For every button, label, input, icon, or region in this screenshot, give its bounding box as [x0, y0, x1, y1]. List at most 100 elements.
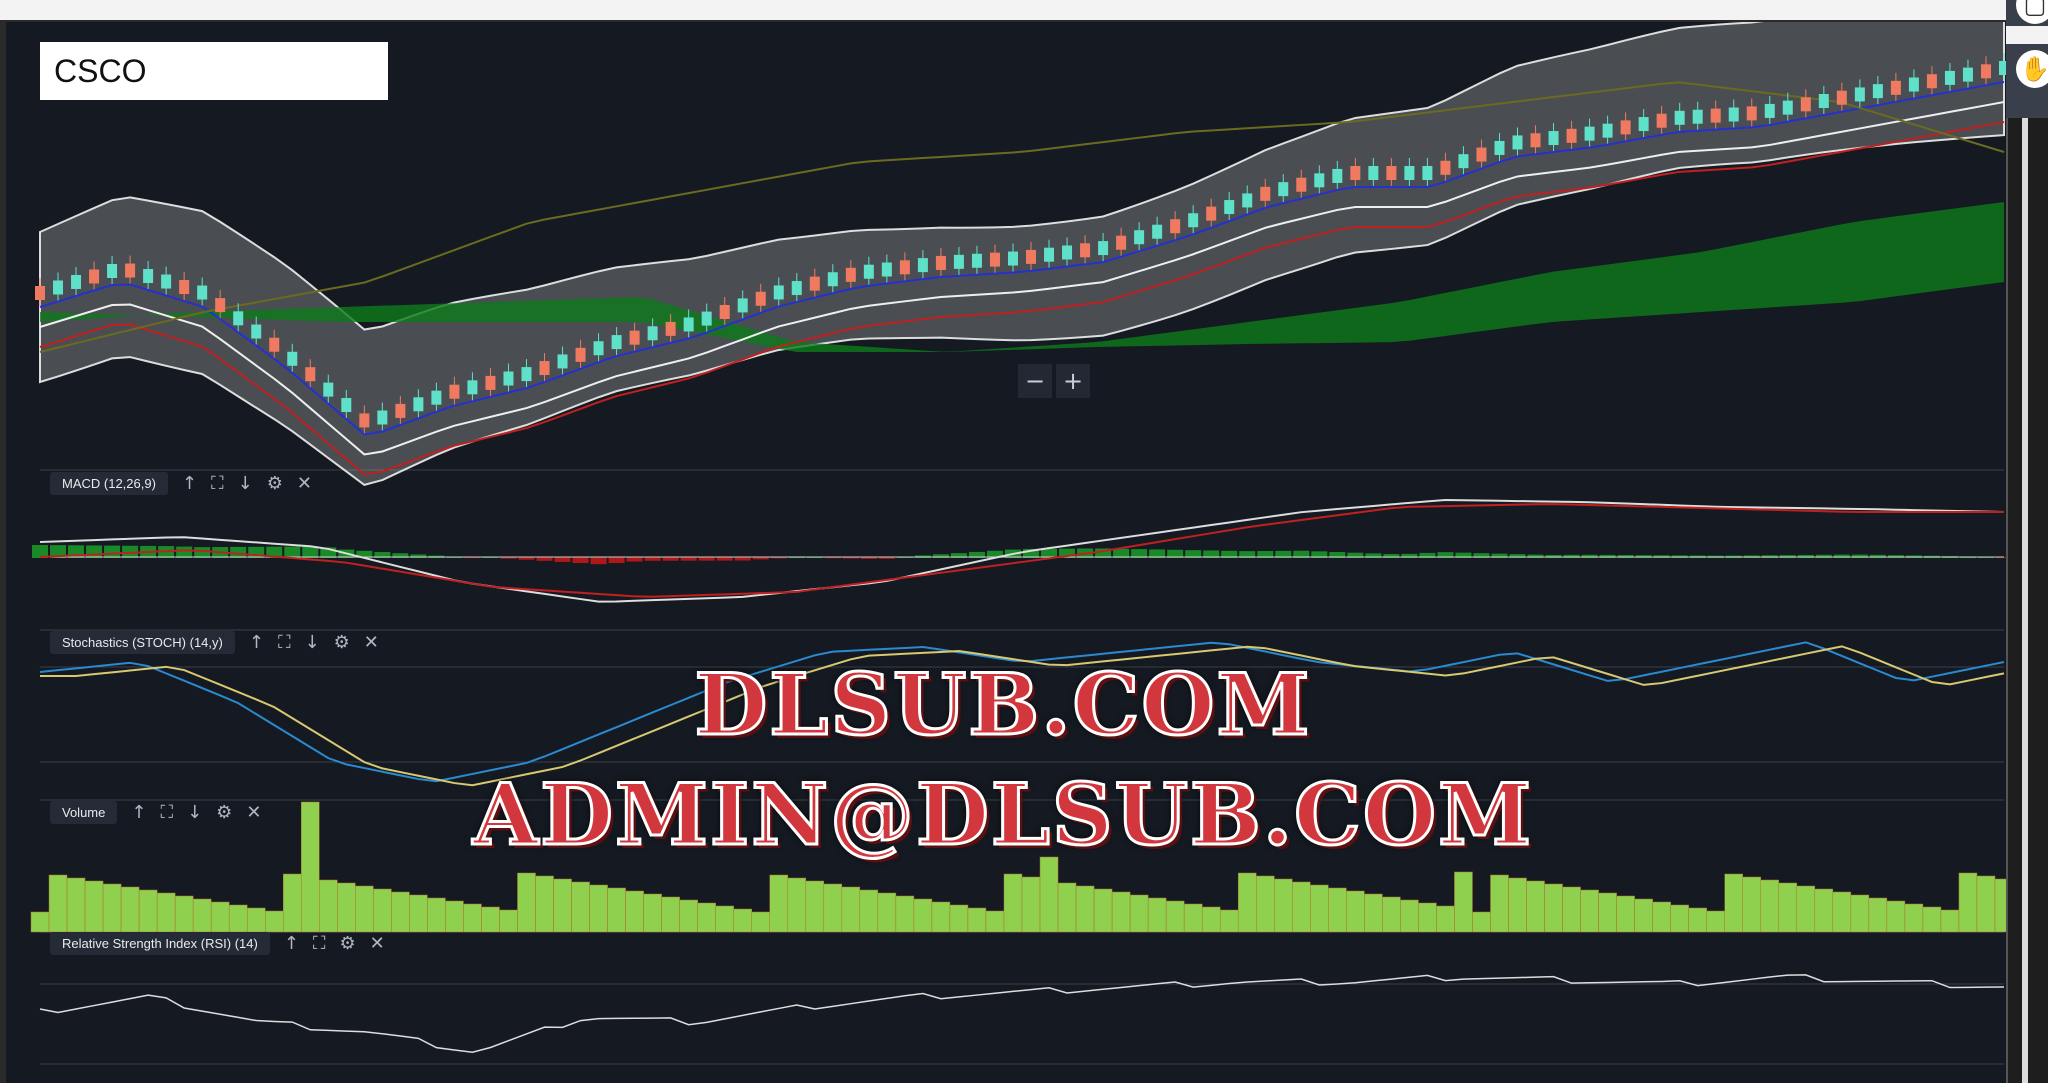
fullscreen-icon[interactable]: ⛶: [277, 632, 291, 653]
macd-label[interactable]: MACD (12,26,9): [50, 472, 168, 495]
volume-bar: [517, 872, 536, 933]
zoom-out-button[interactable]: −: [1018, 364, 1052, 398]
volume-bar: [1850, 894, 1870, 933]
volume-bar: [48, 874, 68, 933]
volume-bar: [427, 897, 446, 933]
macd-histogram-bar: [1023, 548, 1040, 558]
macd-histogram-bar: [1509, 554, 1526, 558]
volume-bar: [1616, 895, 1635, 933]
fullscreen-icon[interactable]: ⛶: [211, 473, 224, 494]
arrow-up-icon[interactable]: ↑: [181, 473, 198, 494]
candle: [881, 262, 892, 277]
candle: [1872, 84, 1883, 99]
fullscreen-icon[interactable]: ⛶: [160, 802, 174, 823]
chart-area[interactable]: [6, 22, 2006, 1083]
candle: [611, 335, 622, 350]
close-icon[interactable]: ✕: [369, 933, 385, 954]
volume-bar: [1346, 890, 1365, 933]
volume-bar: [84, 880, 104, 933]
arrow-down-icon[interactable]: ↓: [304, 632, 320, 653]
scrollbar[interactable]: [2006, 110, 2048, 1083]
hand-icon: ✋: [2016, 50, 2048, 88]
fullscreen-icon[interactable]: ⛶: [312, 933, 326, 954]
rsi-header: Relative Strength Index (RSI) (14) ↑ ⛶ ⚙…: [50, 932, 385, 955]
candle: [899, 260, 910, 275]
volume-bar: [1454, 871, 1473, 933]
volume-bar: [228, 904, 248, 933]
candle: [1368, 166, 1379, 180]
macd-histogram-bar: [1293, 550, 1310, 558]
volume-label[interactable]: Volume: [50, 801, 118, 824]
gear-icon[interactable]: ⚙: [333, 632, 350, 653]
volume-bar: [895, 895, 915, 933]
symbol-label[interactable]: CSCO: [40, 42, 388, 100]
candle: [179, 280, 190, 295]
candle: [89, 269, 100, 284]
candle: [1422, 166, 1433, 180]
arrow-up-icon[interactable]: ↑: [131, 802, 147, 823]
macd-histogram-bar: [1131, 549, 1148, 558]
macd-histogram-bar: [770, 557, 787, 559]
candle: [629, 330, 640, 345]
rsi-label[interactable]: Relative Strength Index (RSI) (14): [50, 932, 270, 955]
volume-bar: [1472, 911, 1491, 933]
volume-bar: [210, 901, 230, 933]
side-button-top[interactable]: ▢: [2006, 0, 2048, 26]
gear-icon[interactable]: ⚙: [216, 802, 233, 823]
candle: [1440, 160, 1451, 175]
volume-bar: [1544, 883, 1563, 933]
candle: [809, 276, 820, 291]
scrollbar-track[interactable]: [2022, 110, 2028, 1083]
volume-bar: [1219, 909, 1239, 933]
chart-canvas[interactable]: [6, 22, 2006, 1083]
volume-bar: [535, 875, 554, 933]
zoom-in-button[interactable]: +: [1056, 364, 1090, 398]
volume-bar: [337, 882, 356, 933]
volume-bar: [1310, 884, 1329, 933]
candle: [1152, 224, 1163, 239]
macd-histogram-bar: [878, 557, 895, 559]
volume-bar: [138, 889, 158, 933]
candle: [1818, 94, 1829, 109]
close-icon[interactable]: ✕: [363, 632, 379, 653]
macd-histogram-bar: [1167, 549, 1184, 558]
candle: [485, 375, 496, 390]
volume-bar: [1201, 906, 1221, 933]
volume-bar: [373, 888, 392, 933]
gear-icon[interactable]: ⚙: [266, 473, 283, 494]
candle: [1134, 230, 1145, 245]
volume-bar: [301, 801, 320, 933]
arrow-up-icon[interactable]: ↑: [248, 632, 264, 653]
arrow-down-icon[interactable]: ↓: [237, 473, 253, 494]
macd-histogram-bar: [1581, 554, 1598, 558]
macd-histogram-bar: [230, 546, 247, 558]
stoch-label[interactable]: Stochastics (STOCH) (14,y): [50, 631, 235, 654]
candle: [1260, 186, 1271, 201]
volume-bar: [1958, 872, 1978, 933]
macd-histogram-bar: [1059, 548, 1076, 558]
side-button-hand[interactable]: ✋: [2006, 44, 2048, 118]
arrow-down-icon[interactable]: ↓: [187, 802, 203, 823]
volume-bar: [1147, 897, 1167, 933]
close-icon[interactable]: ✕: [296, 473, 312, 494]
close-icon[interactable]: ✕: [246, 802, 262, 823]
macd-histogram-bar: [932, 554, 949, 558]
candle: [1566, 128, 1577, 143]
volume-bar: [1868, 897, 1888, 933]
volume-bar: [985, 910, 1005, 933]
macd-histogram-bar: [302, 546, 319, 558]
arrow-up-icon[interactable]: ↑: [283, 933, 299, 954]
gear-icon[interactable]: ⚙: [339, 933, 356, 954]
volume-bar: [1165, 900, 1185, 933]
candle: [1026, 249, 1037, 264]
candle: [161, 274, 172, 289]
candle: [1926, 74, 1937, 89]
macd-histogram-bar: [410, 554, 427, 558]
candle: [935, 255, 946, 270]
candle: [1332, 168, 1343, 183]
candle: [953, 254, 964, 269]
candle: [1494, 140, 1505, 155]
candle: [1999, 61, 2006, 75]
candle: [1530, 133, 1541, 148]
candle: [1188, 213, 1199, 228]
